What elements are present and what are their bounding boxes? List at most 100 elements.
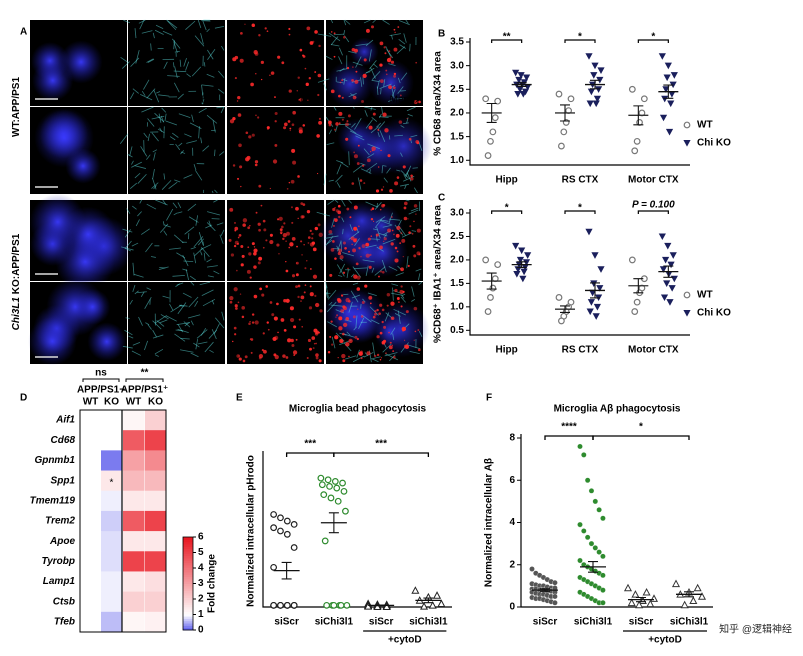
- image-dot: [237, 95, 241, 100]
- image-dot: [239, 165, 243, 169]
- image-texture: [336, 160, 344, 164]
- error-bar: [590, 282, 600, 299]
- significance-label: ****: [561, 422, 577, 433]
- y-tick-label: 2.5: [450, 231, 464, 242]
- image-dot: [396, 225, 401, 231]
- image-dot: [345, 122, 349, 127]
- colorbar-segment: [183, 548, 193, 552]
- error-bar: [560, 104, 570, 122]
- micrograph: [227, 282, 324, 364]
- image-dot: [305, 82, 309, 87]
- image-texture: [152, 168, 155, 179]
- data-point: [428, 601, 437, 609]
- image-texture: [370, 126, 379, 134]
- image-texture: [383, 177, 388, 183]
- image-dot: [341, 118, 344, 121]
- image-texture: [207, 49, 214, 60]
- image-dot: [355, 70, 358, 73]
- image-dot: [302, 54, 305, 57]
- data-point: [649, 594, 659, 602]
- image-texture: [124, 240, 132, 249]
- image-dot: [232, 164, 236, 167]
- image-texture: [167, 75, 180, 77]
- image-dot: [418, 253, 421, 256]
- error-bar-line: [636, 596, 646, 603]
- image-dot: [390, 60, 395, 64]
- image-texture: [179, 349, 194, 353]
- image-texture: [204, 341, 214, 353]
- image-texture: [151, 115, 165, 120]
- image-texture: [390, 327, 396, 335]
- error-bar-line: [281, 561, 292, 580]
- image-texture: [173, 41, 178, 53]
- image-dot: [402, 255, 405, 258]
- data-point: [587, 88, 595, 96]
- image-dot: [410, 177, 414, 181]
- data-point: [342, 507, 349, 515]
- image-dot: [379, 245, 383, 250]
- image-dot: [354, 335, 358, 339]
- image-texture: [409, 350, 420, 354]
- image-texture: [418, 281, 423, 286]
- significance-label: **: [141, 368, 149, 379]
- image-texture: [327, 289, 337, 300]
- y-tick-label: 3.0: [450, 60, 464, 71]
- data-point: [277, 527, 284, 535]
- image-texture: [201, 20, 211, 22]
- image-dot: [416, 228, 421, 233]
- image-texture: [367, 143, 380, 150]
- data-point: [321, 537, 329, 545]
- image-dot: [390, 242, 394, 246]
- image-texture: [380, 219, 389, 222]
- image-dot: [237, 236, 240, 239]
- image-texture: [391, 34, 393, 40]
- heatmap-cell: [80, 450, 102, 472]
- image-dot: [295, 273, 299, 277]
- image-dot: [351, 79, 355, 82]
- image-dot: [306, 210, 311, 214]
- image-texture: [203, 252, 206, 261]
- image-texture: [173, 234, 184, 244]
- significance-bracket: [592, 435, 690, 440]
- image-dot: [357, 144, 360, 147]
- error-bar: [636, 596, 646, 603]
- image-dot: [353, 151, 355, 154]
- colorbar-segment: [183, 583, 193, 587]
- error-bar-line: [633, 105, 644, 126]
- image-texture: [394, 134, 403, 137]
- image-texture: [379, 130, 386, 142]
- data-point: [317, 474, 325, 482]
- image-dot: [281, 61, 285, 65]
- image-texture: [184, 322, 190, 327]
- heatmap-cell: [145, 551, 167, 572]
- data-point: [590, 280, 598, 287]
- image-texture: [195, 339, 199, 350]
- image-dot: [356, 337, 359, 341]
- image-dot: [330, 31, 333, 33]
- data-point: [290, 520, 298, 528]
- image-texture: [354, 118, 362, 130]
- image-texture: [180, 337, 190, 340]
- image-texture: [159, 127, 163, 133]
- image-dot: [334, 218, 338, 222]
- data-point: [270, 563, 278, 571]
- data-point: [584, 477, 591, 483]
- data-point: [577, 521, 583, 528]
- row-label: Ctsb: [53, 596, 75, 607]
- image-texture: [409, 43, 411, 52]
- image-dot: [258, 353, 264, 359]
- micrograph: [322, 281, 430, 364]
- image-dot: [379, 331, 383, 335]
- image-texture: [349, 224, 353, 232]
- image-dot: [352, 248, 357, 253]
- significance-label: P = 0.100: [632, 200, 675, 211]
- data-point: [529, 566, 535, 572]
- image-texture: [369, 60, 377, 70]
- image-blob: [358, 227, 408, 277]
- image-texture: [201, 84, 214, 87]
- error-bar-line: [663, 84, 674, 99]
- image-dot: [285, 240, 287, 242]
- image-dot: [258, 228, 261, 232]
- image-dot: [360, 315, 364, 318]
- image-texture: [374, 266, 386, 276]
